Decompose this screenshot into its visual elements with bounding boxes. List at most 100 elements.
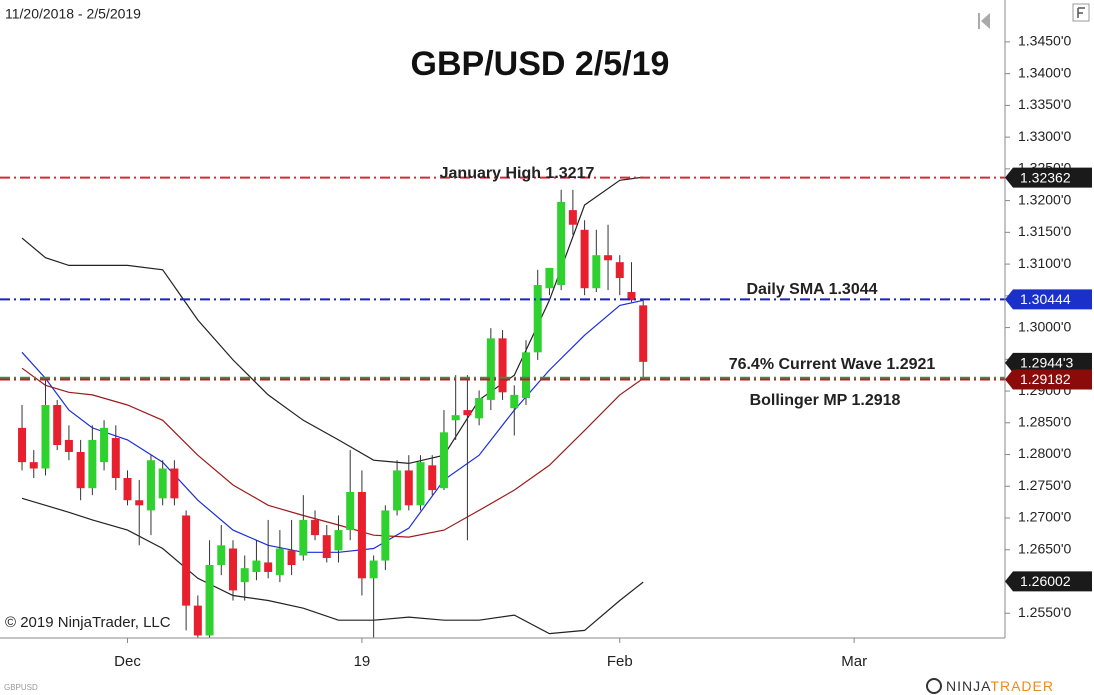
date-range: 11/20/2018 - 2/5/2019	[5, 6, 141, 22]
symbol: GBPUSD	[4, 683, 38, 692]
annotation: Daily SMA 1.3044	[746, 281, 877, 298]
y-tick-label: 1.3300'0	[1018, 128, 1071, 144]
candle-body	[439, 432, 448, 489]
candle-body	[146, 460, 155, 511]
logo-icon	[926, 678, 942, 694]
candle-body	[88, 439, 97, 489]
x-tick-label: Feb	[607, 653, 633, 670]
candle-body	[252, 560, 261, 572]
x-tick-label: Dec	[114, 653, 141, 670]
candle-body	[615, 262, 624, 279]
y-tick-label: 1.3100'0	[1018, 255, 1071, 271]
candle-body	[111, 438, 120, 479]
annotation: January High 1.3217	[440, 165, 595, 182]
candle-body	[510, 394, 519, 409]
candle-body	[322, 535, 331, 559]
candle-body	[287, 550, 296, 565]
candle-body	[627, 292, 636, 301]
tag-layer: 1.32362 1.30444 1.2944'31.29182 1.26002	[1005, 167, 1092, 592]
candle-body	[639, 305, 648, 362]
indicator-line	[21, 367, 644, 538]
candle-body	[205, 564, 214, 636]
y-tick-label: 1.3350'0	[1018, 96, 1071, 112]
y-tick-label: 1.2650'0	[1018, 540, 1071, 556]
candle-body	[53, 405, 62, 446]
brand-part: TRADER	[990, 678, 1054, 694]
candle-body	[29, 462, 38, 469]
candle-body	[275, 548, 284, 576]
price-tag	[1005, 571, 1092, 592]
candle-body	[228, 548, 237, 591]
y-tick-label: 1.3400'0	[1018, 64, 1071, 80]
candle-body	[76, 451, 85, 489]
candle-body	[381, 510, 390, 561]
candle-body	[217, 545, 226, 565]
price-tag	[1005, 167, 1092, 188]
annotation: 76.4% Current Wave 1.2921	[729, 356, 936, 373]
price-tag	[1005, 352, 1092, 373]
candle-body	[393, 470, 402, 511]
plot-layer: 1.2550'01.2600'01.2650'01.2700'01.2750'0…	[0, 33, 1071, 670]
candle-body	[592, 255, 601, 289]
candle-body	[486, 338, 495, 400]
candle-body	[334, 530, 343, 551]
candle-body	[170, 468, 179, 499]
brand-part: NINJA	[946, 678, 991, 694]
brand: NINJATRADER	[946, 678, 1054, 694]
candle-body	[193, 605, 202, 636]
chart-title: GBP/USD 2/5/19	[411, 45, 670, 83]
candle-body	[123, 478, 132, 501]
price-tag	[1005, 369, 1092, 390]
indicator-line	[21, 497, 644, 635]
y-tick-label: 1.3000'0	[1018, 318, 1071, 334]
price-tag	[1005, 289, 1092, 310]
x-tick-label: 19	[354, 653, 371, 670]
y-tick-label: 1.2550'0	[1018, 604, 1071, 620]
candle-body	[404, 470, 413, 506]
logo: NINJATRADER	[926, 678, 1054, 694]
candle-body	[311, 519, 320, 536]
candle-body	[580, 229, 589, 289]
candle-body	[557, 201, 566, 286]
candle-body	[521, 352, 530, 399]
candle-body	[369, 560, 378, 579]
candle-body	[463, 410, 472, 416]
collapse-button[interactable]	[976, 10, 992, 32]
candle-body	[100, 427, 109, 463]
candle-body	[41, 405, 50, 469]
y-tick-label: 1.3200'0	[1018, 191, 1071, 207]
annotation: Bollinger MP 1.2918	[750, 392, 901, 409]
candle-body	[18, 427, 27, 463]
button-icon[interactable]	[981, 13, 990, 29]
format-button[interactable]	[1072, 3, 1090, 22]
candle-body	[158, 468, 167, 499]
candle-body	[346, 491, 355, 531]
x-tick-label: Mar	[841, 653, 867, 670]
y-tick-label: 1.3150'0	[1018, 223, 1071, 239]
indicator-line	[21, 299, 644, 553]
candle-body	[135, 500, 144, 506]
price-tag-label: 1.2944'3	[1020, 355, 1073, 371]
candle-body	[498, 338, 507, 393]
candle-body	[357, 491, 366, 579]
price-tag-label: 1.26002	[1020, 573, 1071, 589]
y-tick-label: 1.2700'0	[1018, 509, 1071, 525]
candle-body	[182, 515, 191, 606]
candle-body	[416, 462, 425, 506]
indicator-line	[21, 176, 644, 465]
candle-body	[299, 519, 308, 556]
button-icon[interactable]	[1077, 7, 1085, 18]
candle-body	[475, 398, 484, 419]
candle-body	[533, 285, 542, 353]
candle-body	[428, 465, 437, 491]
candle-body	[240, 568, 249, 583]
candle-body	[264, 562, 273, 572]
price-tag-label: 1.29182	[1020, 371, 1071, 387]
y-tick-label: 1.2750'0	[1018, 477, 1071, 493]
price-tag-label: 1.32362	[1020, 169, 1071, 185]
y-tick-label: 1.3450'0	[1018, 33, 1071, 49]
y-tick-label: 1.2800'0	[1018, 445, 1071, 461]
y-tick-label: 1.2850'0	[1018, 413, 1071, 429]
candle-body	[64, 439, 73, 452]
